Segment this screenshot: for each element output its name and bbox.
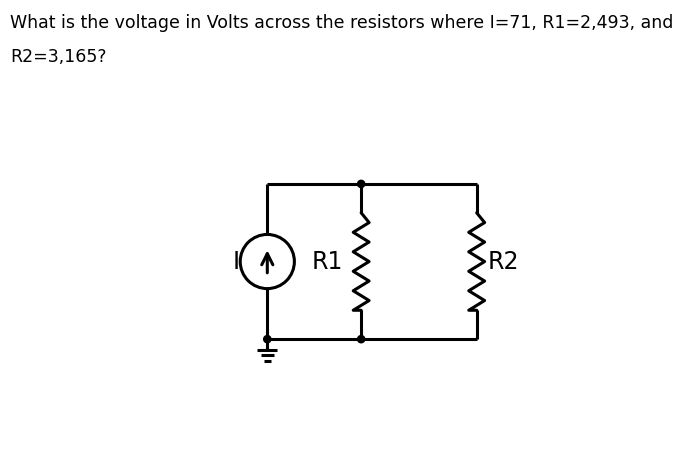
Circle shape bbox=[358, 335, 365, 343]
Text: R2=3,165?: R2=3,165? bbox=[10, 48, 107, 66]
Text: I: I bbox=[233, 249, 240, 274]
Text: What is the voltage in Volts across the resistors where I=71, R1=2,493, and: What is the voltage in Volts across the … bbox=[10, 14, 674, 32]
Text: R2: R2 bbox=[488, 249, 519, 274]
Text: R1: R1 bbox=[312, 249, 343, 274]
Circle shape bbox=[358, 180, 365, 188]
Circle shape bbox=[263, 335, 271, 343]
